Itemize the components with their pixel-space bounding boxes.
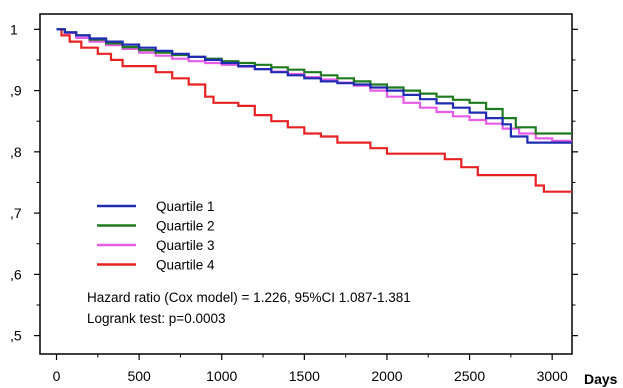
x-tick-label: 500 xyxy=(127,368,151,384)
annotation-hazard-ratio: Hazard ratio (Cox model) = 1.226, 95%CI … xyxy=(87,290,411,305)
x-tick-label: 1000 xyxy=(206,368,237,384)
y-tick-label: ,6 xyxy=(10,266,22,282)
y-tick-label: ,9 xyxy=(10,83,22,99)
legend-label: Quartile 2 xyxy=(156,219,215,234)
legend: Quartile 1 Quartile 2 Quartile 3 Quartile 4 xyxy=(97,199,215,273)
y-tick-label: ,5 xyxy=(10,328,22,344)
y-tick-label: 1 xyxy=(10,21,18,37)
x-tick-label: 0 xyxy=(53,368,61,384)
x-tick-label: 2000 xyxy=(371,368,402,384)
x-tick-label: 1500 xyxy=(289,368,320,384)
legend-label: Quartile 3 xyxy=(156,238,215,253)
annotation-logrank: Logrank test: p=0.0003 xyxy=(87,311,225,326)
series-layer xyxy=(56,28,572,193)
y-tick-label: ,8 xyxy=(10,144,22,160)
y-tick-label: ,7 xyxy=(10,205,22,221)
series-line-quartile-1 xyxy=(56,28,572,144)
x-tick-label: 3000 xyxy=(537,368,568,384)
x-tick-label: 2500 xyxy=(454,368,485,384)
x-axis: 0 500 1000 1500 2000 2500 3000 xyxy=(53,354,568,384)
legend-label: Quartile 1 xyxy=(156,199,215,214)
plot-frame xyxy=(39,13,573,355)
legend-label: Quartile 4 xyxy=(156,258,215,273)
y-axis: ,5 ,6 ,7 ,8 ,9 1 xyxy=(10,21,578,344)
series-line-quartile-2 xyxy=(56,28,572,135)
series-line-quartile-4 xyxy=(56,28,572,193)
x-axis-label: Days xyxy=(584,371,618,387)
